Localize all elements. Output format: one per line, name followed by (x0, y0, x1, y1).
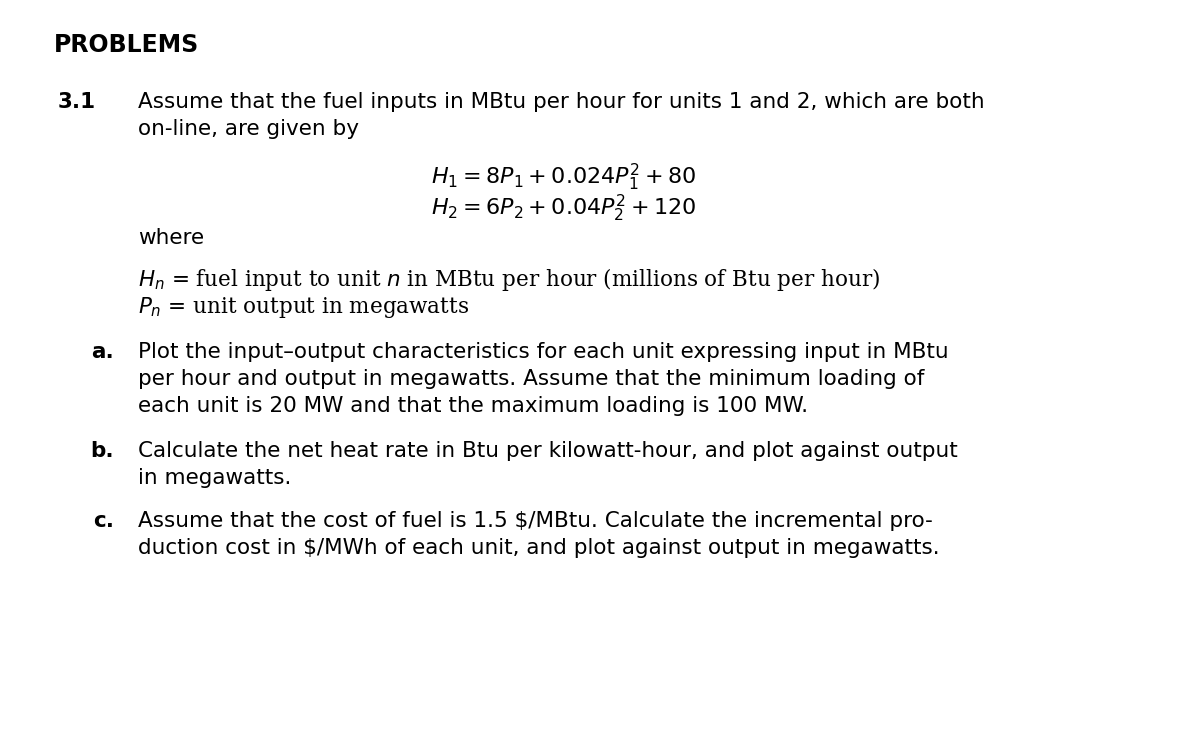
Text: $P_n$ = unit output in megawatts: $P_n$ = unit output in megawatts (138, 295, 469, 320)
Text: Calculate the net heat rate in Btu per kilowatt-hour, and plot against output: Calculate the net heat rate in Btu per k… (138, 441, 958, 461)
Text: c.: c. (94, 511, 114, 531)
Text: where: where (138, 228, 204, 248)
Text: a.: a. (91, 342, 114, 362)
Text: $H_n$ = fuel input to unit $n$ in MBtu per hour (millions of Btu per hour): $H_n$ = fuel input to unit $n$ in MBtu p… (138, 266, 880, 293)
Text: duction cost in $/MWh of each unit, and plot against output in megawatts.: duction cost in $/MWh of each unit, and … (138, 538, 940, 558)
Text: per hour and output in megawatts. Assume that the minimum loading of: per hour and output in megawatts. Assume… (138, 369, 924, 389)
Text: Plot the input–output characteristics for each unit expressing input in MBtu: Plot the input–output characteristics fo… (138, 342, 949, 362)
Text: in megawatts.: in megawatts. (138, 468, 292, 488)
Text: on-line, are given by: on-line, are given by (138, 119, 359, 139)
Text: Assume that the cost of fuel is 1.5 $/MBtu. Calculate the incremental pro-: Assume that the cost of fuel is 1.5 $/MB… (138, 511, 932, 531)
Text: 3.1: 3.1 (58, 92, 96, 112)
Text: b.: b. (90, 441, 114, 461)
Text: $H_1 = 8P_1 +0.024P_1^2 +80$: $H_1 = 8P_1 +0.024P_1^2 +80$ (431, 162, 697, 193)
Text: $H_2 = 6P_2 +0.04P_2^2 +120$: $H_2 = 6P_2 +0.04P_2^2 +120$ (431, 193, 697, 223)
Text: PROBLEMS: PROBLEMS (54, 33, 199, 57)
Text: each unit is 20 MW and that the maximum loading is 100 MW.: each unit is 20 MW and that the maximum … (138, 396, 808, 416)
Text: Assume that the fuel inputs in MBtu per hour for units 1 and 2, which are both: Assume that the fuel inputs in MBtu per … (138, 92, 985, 112)
